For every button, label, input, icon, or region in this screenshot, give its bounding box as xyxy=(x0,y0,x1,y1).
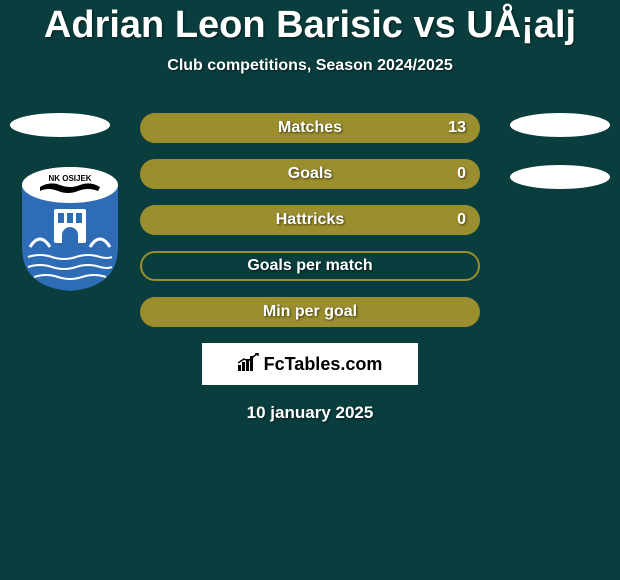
club-badge-osijek: NK OSIJEK xyxy=(20,167,120,291)
stat-row-min-per-goal: Min per goal xyxy=(140,297,480,327)
content-area: NK OSIJEK Matches 13 Goals 0 xyxy=(0,113,620,423)
comparison-subtitle: Club competitions, Season 2024/2025 xyxy=(0,57,620,75)
stat-label: Hattricks xyxy=(276,211,344,229)
fctables-logo-text: FcTables.com xyxy=(264,354,383,375)
svg-text:NK OSIJEK: NK OSIJEK xyxy=(48,174,91,183)
comparison-title: Adrian Leon Barisic vs UÅ¡alj xyxy=(0,0,620,47)
stats-list: Matches 13 Goals 0 Hattricks 0 Goals per… xyxy=(140,113,480,327)
stat-row-goals: Goals 0 xyxy=(140,159,480,189)
stat-label: Goals per match xyxy=(247,257,372,275)
stat-value: 0 xyxy=(457,211,466,229)
stat-row-matches: Matches 13 xyxy=(140,113,480,143)
date-label: 10 january 2025 xyxy=(0,403,620,423)
stat-value: 13 xyxy=(448,119,466,137)
chart-icon xyxy=(238,353,260,376)
stat-label: Matches xyxy=(278,119,342,137)
stat-value: 0 xyxy=(457,165,466,183)
fctables-logo-box: FcTables.com xyxy=(202,343,418,385)
stat-label: Goals xyxy=(288,165,332,183)
placeholder-ellipse-right-1 xyxy=(510,113,610,137)
stat-row-hattricks: Hattricks 0 xyxy=(140,205,480,235)
placeholder-ellipse-left xyxy=(10,113,110,137)
placeholder-ellipse-right-2 xyxy=(510,165,610,189)
stat-label: Min per goal xyxy=(263,303,357,321)
stat-row-goals-per-match: Goals per match xyxy=(140,251,480,281)
